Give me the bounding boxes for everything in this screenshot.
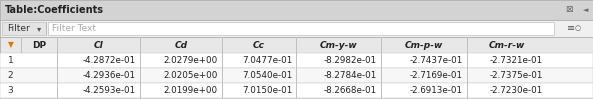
Text: -8.2982e-01: -8.2982e-01 [324, 56, 377, 65]
Text: 7.0540e-01: 7.0540e-01 [242, 71, 292, 80]
Bar [0, 37, 593, 53]
Bar [46, 22, 47, 35]
Bar [296, 37, 297, 53]
Text: -2.7375e-01: -2.7375e-01 [490, 71, 543, 80]
Text: Cm-r-w: Cm-r-w [489, 40, 525, 50]
Text: 1: 1 [8, 56, 14, 65]
Bar [222, 37, 223, 53]
Text: 3: 3 [8, 86, 14, 95]
Text: ▾: ▾ [37, 24, 42, 33]
Bar [467, 68, 468, 83]
Text: 7.0477e-01: 7.0477e-01 [242, 56, 292, 65]
Text: Cm-p-w: Cm-p-w [405, 40, 443, 50]
Text: -2.6913e-01: -2.6913e-01 [410, 86, 463, 95]
Text: DP: DP [32, 40, 46, 50]
Text: -8.2784e-01: -8.2784e-01 [324, 71, 377, 80]
Text: 2.0205e+00: 2.0205e+00 [164, 71, 218, 80]
Text: Cd: Cd [174, 40, 187, 50]
Text: 2: 2 [8, 71, 13, 80]
Bar [381, 68, 382, 83]
Bar [467, 37, 468, 53]
Text: -2.7321e-01: -2.7321e-01 [490, 56, 543, 65]
Text: Cc: Cc [253, 40, 265, 50]
Text: -4.2872e-01: -4.2872e-01 [83, 56, 136, 65]
Text: -4.2593e-01: -4.2593e-01 [83, 86, 136, 95]
Bar [381, 37, 382, 53]
Bar [48, 22, 554, 35]
Text: Table:Coefficients: Table:Coefficients [5, 5, 104, 15]
Bar [381, 83, 382, 98]
Bar [140, 68, 141, 83]
Bar [57, 68, 58, 83]
Bar [381, 53, 382, 68]
Text: ○: ○ [575, 26, 581, 31]
Text: 7.0150e-01: 7.0150e-01 [242, 86, 292, 95]
Bar [222, 68, 223, 83]
Text: Cm-y-w: Cm-y-w [320, 40, 358, 50]
Text: -8.2668e-01: -8.2668e-01 [324, 86, 377, 95]
Text: ≡: ≡ [567, 23, 575, 33]
Bar [222, 83, 223, 98]
Text: Filter Text: Filter Text [52, 24, 96, 33]
Bar [140, 83, 141, 98]
Bar [140, 53, 141, 68]
Text: ◄: ◄ [583, 7, 588, 13]
Text: Filter: Filter [7, 24, 30, 33]
Bar [467, 53, 468, 68]
Text: 2.0199e+00: 2.0199e+00 [164, 86, 218, 95]
Text: -2.7230e-01: -2.7230e-01 [490, 86, 543, 95]
Text: Cl: Cl [94, 40, 103, 50]
Text: ⊠: ⊠ [565, 6, 572, 14]
Bar [2, 22, 46, 35]
Bar [222, 53, 223, 68]
Bar [57, 83, 58, 98]
Text: -4.2936e-01: -4.2936e-01 [83, 71, 136, 80]
Bar [296, 68, 297, 83]
Bar [0, 83, 593, 98]
Bar [0, 53, 593, 68]
Bar [57, 37, 58, 53]
Bar [296, 53, 297, 68]
Text: -2.7169e-01: -2.7169e-01 [410, 71, 463, 80]
Bar [0, 20, 593, 37]
Text: 2.0279e+00: 2.0279e+00 [164, 56, 218, 65]
Bar [296, 83, 297, 98]
Bar [0, 68, 593, 83]
Text: ▼: ▼ [8, 40, 14, 50]
Bar [467, 83, 468, 98]
Bar [140, 37, 141, 53]
Bar [57, 53, 58, 68]
Bar [0, 0, 593, 20]
Bar [21, 37, 22, 53]
Text: -2.7437e-01: -2.7437e-01 [410, 56, 463, 65]
